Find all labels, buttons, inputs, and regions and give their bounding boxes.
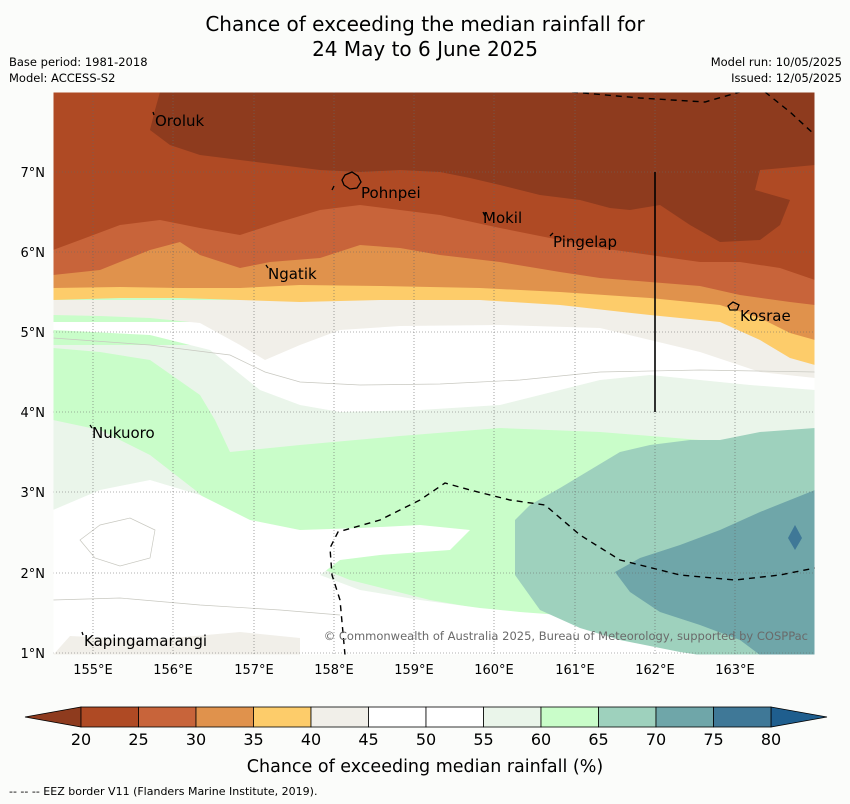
kosrae-island	[727, 301, 740, 311]
probability-map	[53, 92, 815, 655]
colorbar-segment	[80, 706, 139, 728]
lat-label: 5°N	[21, 326, 46, 341]
band-65-70-spot	[648, 446, 672, 458]
colorbar-tick-label: 25	[128, 730, 148, 749]
place-mokil: Mokil	[483, 209, 522, 227]
meta-right: Model run: 10/05/2025 Issued: 12/05/2025	[711, 54, 842, 86]
longitude-labels: 155°E 156°E 157°E 158°E 159°E 160°E 161°…	[73, 663, 755, 678]
colorbar-tick-label: 40	[301, 730, 321, 749]
colorbar-tick-label: 35	[243, 730, 263, 749]
contour-lines	[53, 337, 815, 616]
colorbar-segment	[483, 706, 542, 728]
lon-label: 155°E	[73, 663, 113, 678]
model-run: Model run: 10/05/2025	[710, 55, 842, 69]
colorbar-segment	[713, 706, 772, 728]
colorbar-segment	[368, 706, 427, 728]
lon-label: 159°E	[394, 663, 434, 678]
title-line-1: Chance of exceeding the median rainfall …	[205, 12, 645, 36]
copyright-notice: © Commonwealth of Australia 2025, Bureau…	[324, 629, 808, 643]
band-75-80-spot	[788, 525, 802, 550]
lon-label: 163°E	[715, 663, 755, 678]
place-nukuoro: Nukuoro	[92, 424, 155, 442]
lon-label: 161°E	[555, 663, 595, 678]
lat-label: 4°N	[21, 406, 46, 421]
lon-label: 162°E	[635, 663, 675, 678]
colorbar-segment	[540, 706, 599, 728]
colorbar-segment	[138, 706, 197, 728]
colorbar-tick-label: 20	[71, 730, 91, 749]
lon-label: 158°E	[314, 663, 354, 678]
band-70-75	[615, 490, 815, 655]
band-40-45	[53, 300, 815, 378]
colorbar-segment	[253, 706, 312, 728]
place-kosrae: Kosrae	[740, 307, 791, 325]
colorbar-tick-label: 65	[588, 730, 608, 749]
place-ngatik: Ngatik	[268, 265, 317, 283]
map-title: Chance of exceeding the median rainfall …	[0, 12, 850, 62]
model-name: Model: ACCESS-S2	[9, 71, 116, 85]
colorbar-label: Chance of exceeding median rainfall (%)	[247, 757, 603, 777]
lon-label: 157°E	[234, 663, 274, 678]
colorbar-tick-label: 60	[531, 730, 551, 749]
colorbar-tick-label: 45	[358, 730, 378, 749]
colorbar-under-arrow	[24, 706, 82, 728]
title-line-2: 24 May to 6 June 2025	[312, 37, 538, 61]
colorbar-segment	[598, 706, 657, 728]
island-outlines	[81, 111, 740, 636]
band-45-55-south	[53, 480, 720, 655]
colorbar-over-arrow	[770, 706, 828, 728]
place-pohnpei: Pohnpei	[361, 184, 421, 202]
band-below-20	[150, 92, 815, 242]
lat-label: 2°N	[21, 567, 46, 582]
issued-date: Issued: 12/05/2025	[731, 71, 842, 85]
place-oroluk: Oroluk	[155, 112, 204, 130]
latitude-labels: 7°N 6°N 5°N 4°N 3°N 2°N 1°N	[21, 166, 46, 662]
colorbar: 20 25 30 35 40 45 50 55 60 65 70 75 80 Chance of exc…	[24, 706, 828, 777]
lon-label: 156°E	[153, 663, 193, 678]
colorbar-tick-label: 75	[703, 730, 723, 749]
colorbar-segment	[655, 706, 714, 728]
meta-left: Base period: 1981-2018 Model: ACCESS-S2	[9, 54, 148, 86]
lat-label: 1°N	[21, 647, 46, 662]
lat-label: 3°N	[21, 486, 46, 501]
colorbar-segments	[80, 706, 772, 728]
place-kapingamarangi: Kapingamarangi	[84, 632, 207, 650]
colorbar-segment	[310, 706, 369, 728]
place-labels: Oroluk Pohnpei Mokil Pingelap Ngatik Kos…	[84, 112, 791, 650]
plot-frame	[52, 91, 816, 656]
colorbar-tick-label: 70	[646, 730, 666, 749]
lon-label: 160°E	[474, 663, 514, 678]
lat-label: 6°N	[21, 246, 46, 261]
eez-footnote: -- -- -- EEZ border V11 (Flanders Marine…	[9, 785, 318, 798]
colorbar-tick-label: 50	[416, 730, 436, 749]
place-pingelap: Pingelap	[553, 233, 617, 251]
colorbar-segment	[195, 706, 254, 728]
band-40-45-south	[53, 632, 300, 655]
colorbar-tick-label: 80	[761, 730, 781, 749]
pohnpei-island	[341, 171, 362, 190]
base-period: Base period: 1981-2018	[9, 55, 148, 69]
colorbar-segment	[425, 706, 484, 728]
eez-borders	[329, 92, 815, 655]
colorbar-ticks: 20 25 30 35 40 45 50 55 60 65 70 75 80	[71, 730, 781, 749]
colorbar-tick-label: 55	[473, 730, 493, 749]
lat-label: 7°N	[21, 166, 46, 181]
colorbar-tick-label: 30	[186, 730, 206, 749]
